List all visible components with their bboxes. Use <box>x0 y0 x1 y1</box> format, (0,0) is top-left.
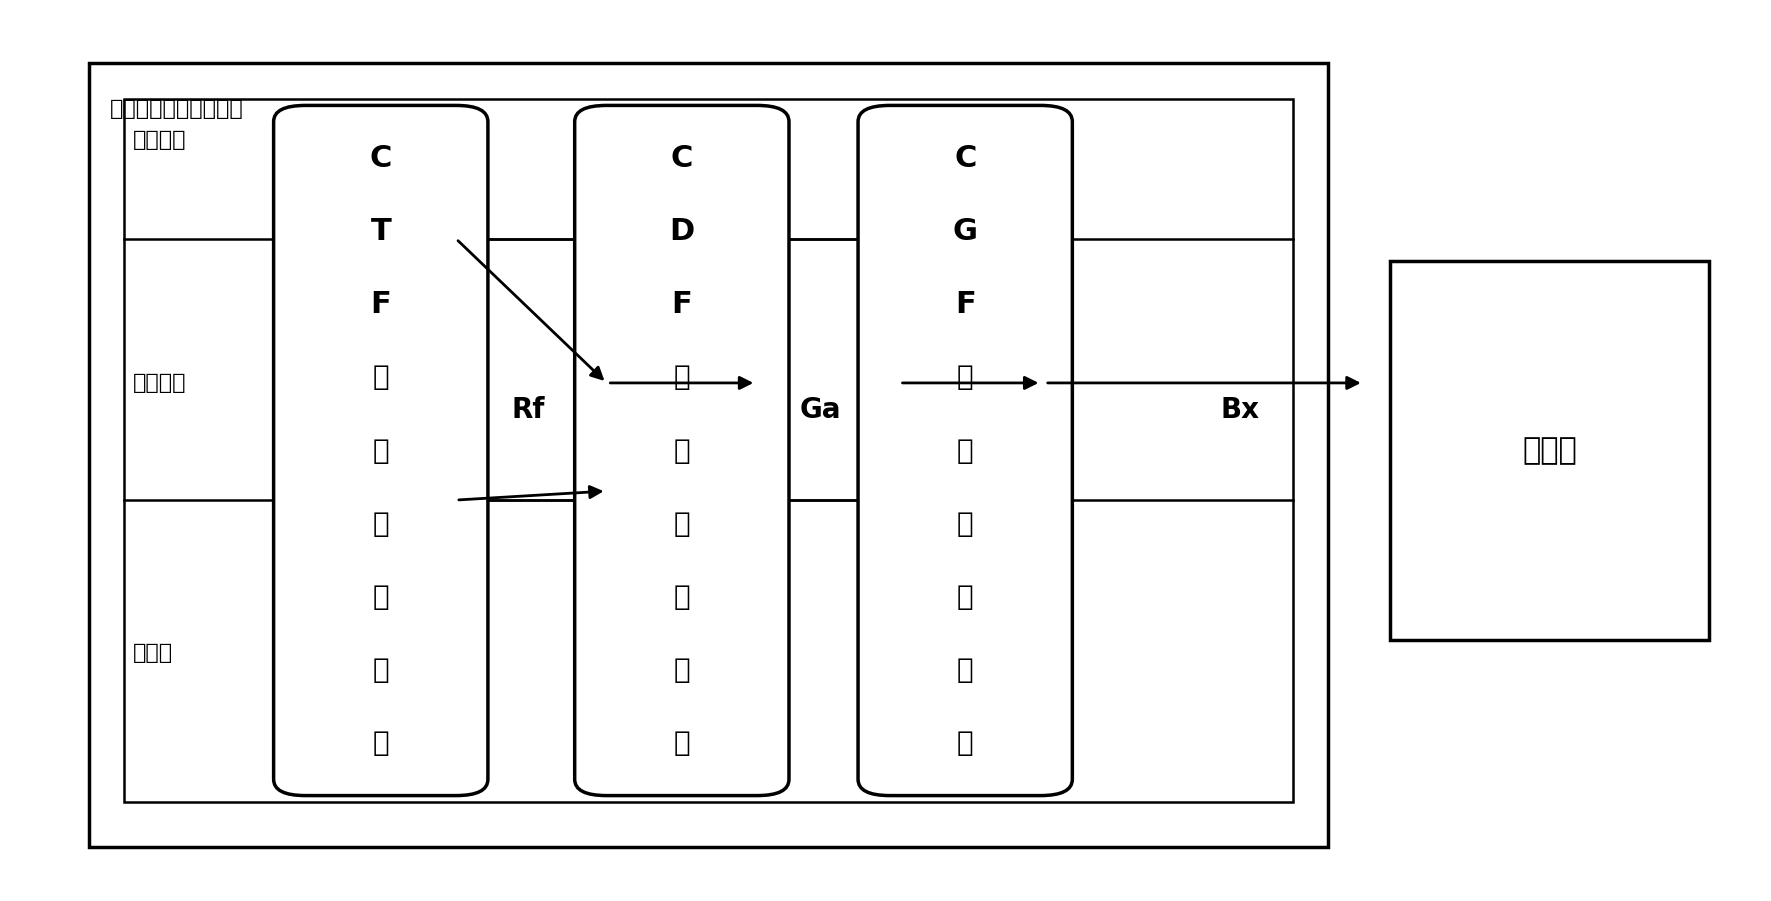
Text: C: C <box>955 143 976 173</box>
Text: 计: 计 <box>673 363 691 391</box>
Text: 子系统: 子系统 <box>133 643 174 663</box>
Text: 结算域: 结算域 <box>1523 436 1576 465</box>
Text: Ga: Ga <box>799 396 841 424</box>
Text: F: F <box>671 290 692 319</box>
Text: 触: 触 <box>372 510 390 538</box>
Text: T: T <box>370 217 391 246</box>
Text: 费: 费 <box>372 436 390 465</box>
Text: 核心网域: 核心网域 <box>133 130 186 150</box>
Text: C: C <box>370 143 391 173</box>
Text: 功: 功 <box>372 656 390 684</box>
Text: G: G <box>953 217 978 246</box>
Text: 发: 发 <box>372 583 390 611</box>
Text: 费: 费 <box>673 436 691 465</box>
Text: 能: 能 <box>956 729 974 757</box>
Text: 据: 据 <box>673 583 691 611</box>
Text: 能: 能 <box>673 729 691 757</box>
Text: D: D <box>669 217 694 246</box>
Text: F: F <box>955 290 976 319</box>
Text: 计: 计 <box>372 363 390 391</box>
FancyBboxPatch shape <box>273 105 487 796</box>
Text: 数: 数 <box>673 510 691 538</box>
Text: 服务信元: 服务信元 <box>133 373 186 393</box>
Text: 关: 关 <box>956 583 974 611</box>
FancyBboxPatch shape <box>89 63 1328 847</box>
Text: 能: 能 <box>372 729 390 757</box>
Text: 离线计费系统逻辑框架: 离线计费系统逻辑框架 <box>110 99 244 119</box>
FancyBboxPatch shape <box>124 99 1293 802</box>
FancyBboxPatch shape <box>857 105 1071 796</box>
Text: F: F <box>370 290 391 319</box>
Text: C: C <box>671 143 692 173</box>
Text: Bx: Bx <box>1220 396 1259 424</box>
FancyBboxPatch shape <box>1390 261 1709 640</box>
Text: 功: 功 <box>956 656 974 684</box>
Text: 费: 费 <box>956 436 974 465</box>
Text: 计: 计 <box>956 363 974 391</box>
Text: 功: 功 <box>673 656 691 684</box>
Text: 网: 网 <box>956 510 974 538</box>
Text: Rf: Rf <box>512 396 544 424</box>
FancyBboxPatch shape <box>574 105 788 796</box>
